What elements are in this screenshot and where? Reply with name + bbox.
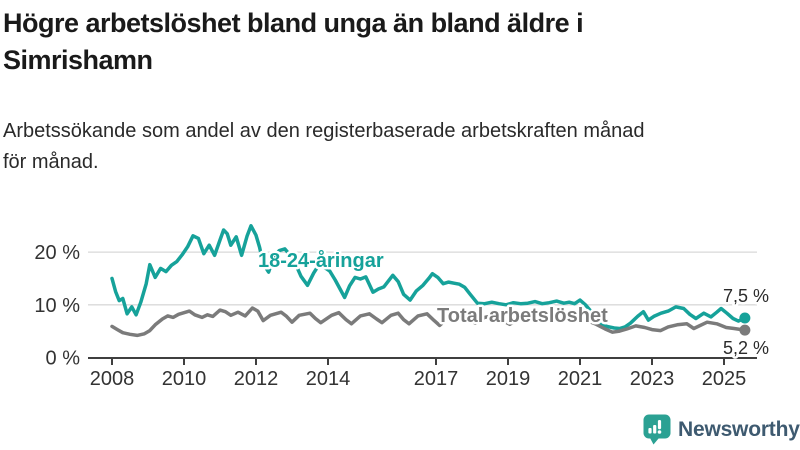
page-title: Högre arbetslöshet bland unga än bland ä… [3, 5, 795, 79]
x-tick-label: 2021 [558, 368, 603, 390]
x-tick-label: 2012 [234, 368, 279, 390]
title-line-1: Högre arbetslöshet bland unga än bland ä… [3, 8, 584, 38]
line-total [110, 306, 747, 338]
x-tick-label: 2008 [90, 368, 135, 390]
gridlines [88, 251, 757, 306]
x-tick-label: 2023 [630, 368, 675, 390]
y-tick-label: 10 % [34, 295, 80, 317]
y-tick-label: 0 % [46, 348, 81, 370]
brand-name: Newsworthy [678, 417, 800, 441]
bar-chart-speech-bubble-icon [643, 414, 671, 445]
series-label-total: Total arbetslöshet [437, 305, 608, 327]
end-value-label-youth: 7,5 % [723, 286, 769, 306]
series-label-youth: 18-24-åringar [258, 249, 384, 272]
subtitle-line-1: Arbetssökande som andel av den registerb… [3, 120, 645, 142]
x-tick-label: 2017 [414, 368, 459, 390]
x-tick-label: 2019 [486, 368, 531, 390]
title-line-2: Simrishamn [3, 45, 153, 75]
newsworthy-logo[interactable]: Newsworthy [643, 414, 800, 445]
end-dot-youth [739, 312, 751, 324]
chart-subtitle: Arbetssökande som andel av den registerb… [3, 116, 795, 178]
axis-tick-labels: 0 % 10 % 20 % 2008 2010 2012 2014 2017 2019 2021 2… [34, 242, 746, 390]
y-tick-label: 20 % [34, 242, 80, 264]
x-tick-label: 2014 [306, 368, 351, 390]
line-youth [110, 224, 747, 331]
subtitle-line-2: för månad. [3, 151, 99, 173]
end-value-label-total: 5,2 % [723, 338, 769, 358]
x-axis [88, 357, 757, 365]
x-tick-label: 2010 [162, 368, 207, 390]
end-dot-total [739, 324, 751, 336]
x-tick-label: 2025 [702, 368, 747, 390]
series-lines [110, 224, 747, 338]
series-end-dots [739, 312, 751, 336]
